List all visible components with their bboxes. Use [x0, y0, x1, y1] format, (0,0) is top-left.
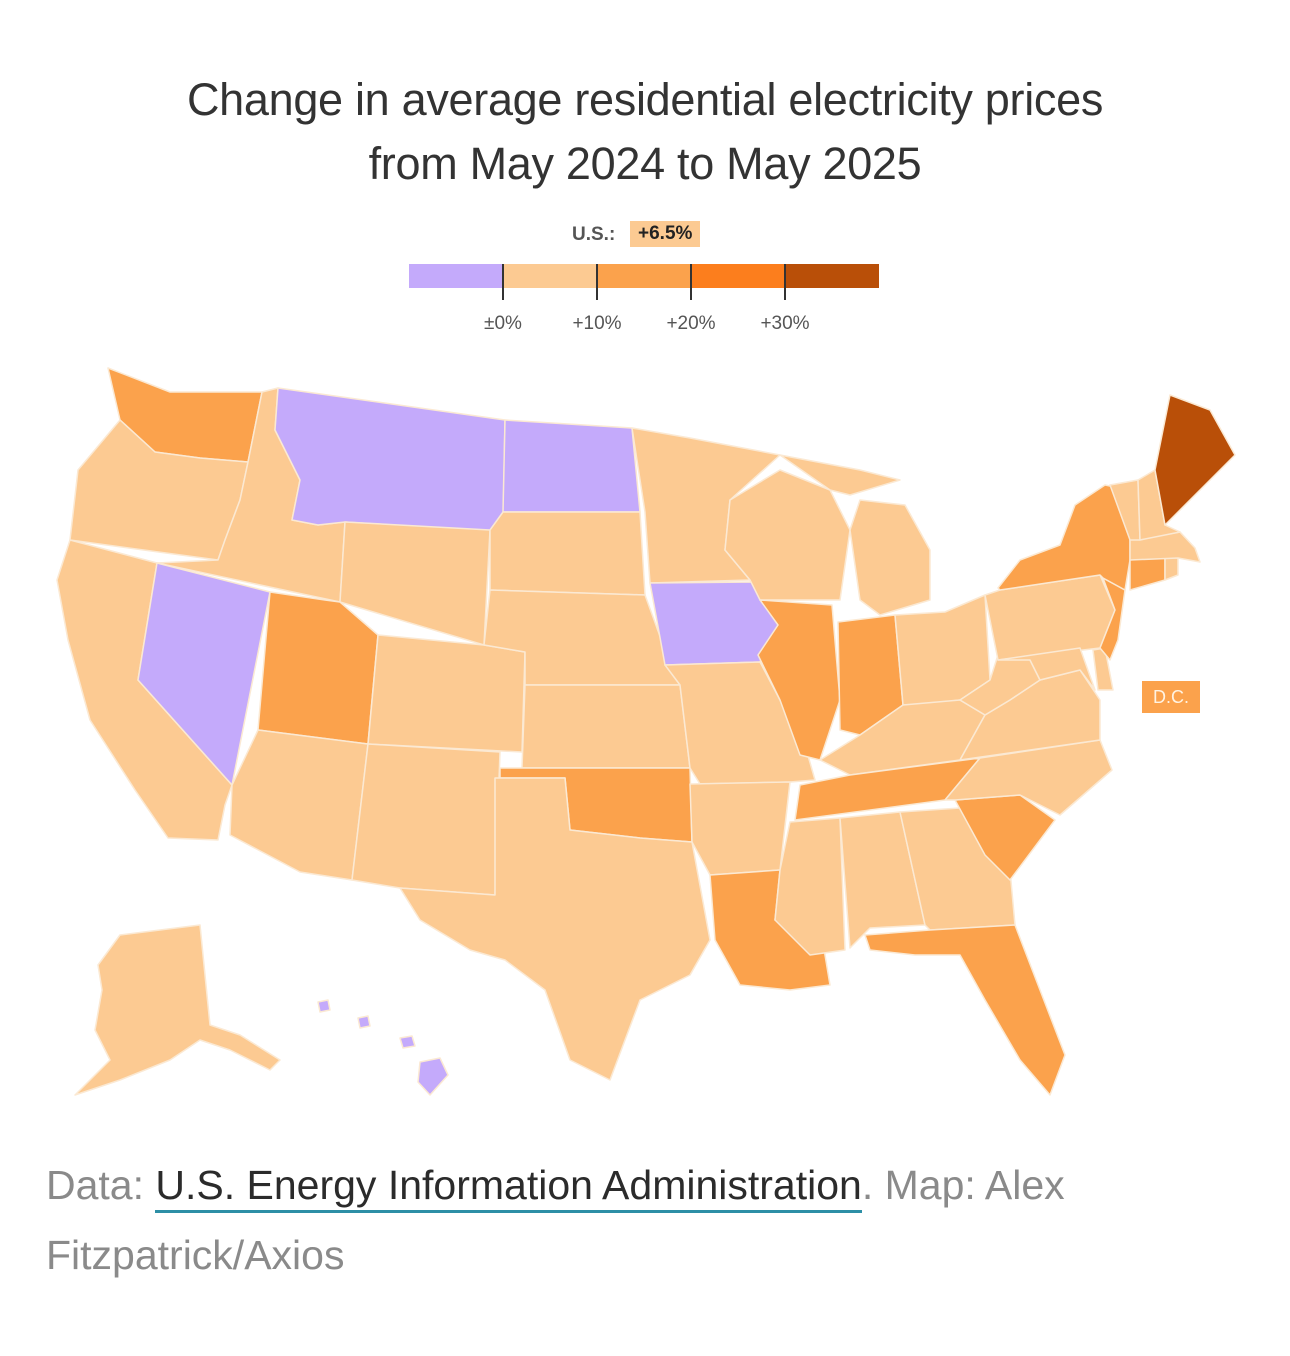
chart-title-line-2: from May 2024 to May 2025 [368, 138, 922, 189]
legend-tick [502, 264, 504, 300]
state-SD[interactable] [489, 511, 646, 596]
state-WI[interactable] [724, 469, 851, 601]
legend-bin-30-plus [785, 264, 879, 288]
legend-tick-label: +20% [666, 313, 716, 334]
legend-bin-negative [409, 264, 503, 288]
state-AR[interactable] [689, 781, 791, 876]
national-value-badge: +6.5% [630, 221, 701, 247]
state-UT[interactable] [257, 591, 379, 745]
state-MD[interactable] [997, 647, 1096, 691]
dc-label-box[interactable]: D.C. [1142, 681, 1200, 713]
source-credit: Data: U.S. Energy Information Administra… [46, 1150, 1246, 1290]
state-OH[interactable] [894, 594, 991, 706]
source-link[interactable]: U.S. Energy Information Administration [155, 1162, 862, 1213]
state-ME[interactable] [1154, 394, 1236, 526]
legend-tick [690, 264, 692, 300]
state-HI-kauai[interactable] [317, 999, 331, 1013]
state-HI-maui[interactable] [399, 1035, 416, 1049]
state-MT[interactable] [274, 387, 506, 533]
legend-tick [596, 264, 598, 300]
legend-tick [784, 264, 786, 300]
legend-bin-20-30 [691, 264, 785, 288]
state-IL[interactable] [757, 599, 841, 761]
state-FL[interactable] [864, 924, 1066, 1096]
state-NH[interactable] [1137, 469, 1181, 541]
legend-tick-label: +30% [760, 313, 810, 334]
state-HI-oahu[interactable] [357, 1015, 371, 1029]
legend-bin-0-10 [503, 264, 597, 288]
credit-data-prefix: Data: [46, 1162, 156, 1208]
state-AZ[interactable] [229, 729, 369, 881]
credit-map-attribution: . Map: Alex Fitzpatrick/Axios [46, 1162, 1065, 1278]
state-AL[interactable] [839, 811, 926, 949]
chart-title: Change in average residential electricit… [0, 68, 1290, 196]
state-TX[interactable] [399, 777, 711, 1081]
state-NM[interactable] [351, 743, 501, 896]
state-ND[interactable] [502, 419, 641, 513]
state-NY[interactable] [997, 484, 1131, 591]
state-AK[interactable] [74, 924, 281, 1096]
color-legend [409, 264, 879, 288]
state-CO[interactable] [367, 634, 526, 753]
state-MI[interactable] [849, 499, 931, 616]
state-KS[interactable] [521, 684, 691, 769]
state-MI-UP[interactable] [779, 454, 901, 496]
chart-title-line-1: Change in average residential electricit… [186, 74, 1104, 125]
state-HI-big-island[interactable] [417, 1057, 449, 1096]
national-label: U.S.: [572, 224, 616, 245]
legend-tick-label: ±0% [484, 313, 522, 334]
legend-bin-10-20 [597, 264, 691, 288]
legend-tick-label: +10% [572, 313, 622, 334]
